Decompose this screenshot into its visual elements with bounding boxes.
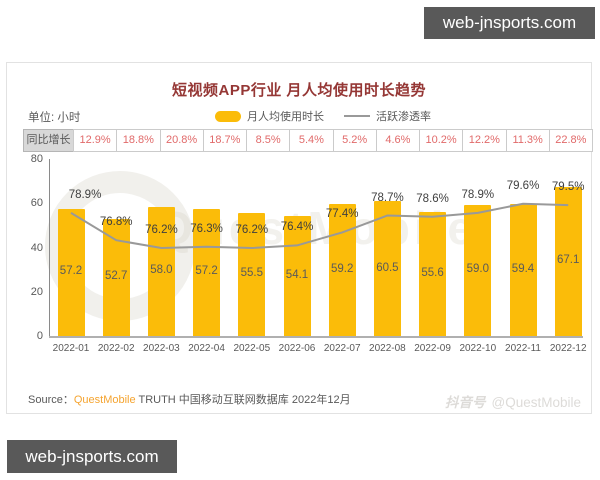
y-tick-label: 20 bbox=[30, 285, 43, 298]
bar-value-label: 58.0 bbox=[150, 264, 173, 277]
y-tick-label: 0 bbox=[36, 330, 43, 342]
yoy-growth-cell: 10.2% bbox=[419, 129, 464, 152]
legend-line-label: 活跃渗透率 bbox=[376, 111, 431, 123]
site-link-top[interactable]: web-jnsports.com bbox=[424, 7, 595, 39]
y-axis-line bbox=[49, 159, 50, 337]
penetration-rate-label: 79.5% bbox=[551, 181, 585, 194]
bar-value-label: 52.7 bbox=[104, 270, 128, 283]
x-tick-label: 2022-12 bbox=[549, 343, 587, 354]
bar-value-label: 57.2 bbox=[195, 265, 218, 278]
x-axis-line bbox=[49, 336, 583, 338]
x-tick-label: 2022-10 bbox=[459, 343, 497, 354]
trend-line bbox=[70, 202, 569, 250]
yoy-growth-cell: 18.8% bbox=[116, 129, 161, 152]
bar-value-label: 55.5 bbox=[240, 267, 263, 280]
yoy-growth-cell: 5.2% bbox=[332, 129, 377, 152]
source-line: Source：QuestMobile TRUTH 中国移动互联网数据库 2022… bbox=[28, 391, 351, 407]
legend-line-swatch-icon bbox=[344, 114, 370, 118]
douyin-watermark-icon: 抖音号 bbox=[445, 395, 486, 410]
social-watermark: 抖音号 @QuestMobile bbox=[445, 391, 581, 411]
yoy-growth-cell: 5.4% bbox=[289, 129, 334, 152]
y-tick-label: 60 bbox=[30, 197, 43, 210]
x-tick-label: 2022-09 bbox=[414, 343, 451, 354]
penetration-rate-label: 76.2% bbox=[235, 224, 269, 236]
bar-value-label: 54.1 bbox=[285, 268, 309, 281]
source-prefix: Source： bbox=[28, 394, 74, 406]
chart-plot: QuestMobile 0 20 40 60 80 57.2 78.9% 2022-01 52.… bbox=[7, 153, 593, 359]
x-tick-label: 2022-04 bbox=[188, 343, 225, 354]
x-tick-label: 2022-01 bbox=[52, 343, 90, 354]
yoy-growth-cell: 8.5% bbox=[246, 129, 291, 152]
usage-bar bbox=[464, 204, 492, 336]
yoy-growth-cell: 4.6% bbox=[375, 129, 420, 152]
chart-title: 短视频APP行业 月人均使用时长趋势 bbox=[171, 82, 426, 99]
x-tick-label: 2022-03 bbox=[143, 343, 180, 354]
x-tick-label: 2022-02 bbox=[97, 343, 135, 354]
bar-value-label: 55.6 bbox=[421, 267, 444, 280]
penetration-rate-label: 76.2% bbox=[145, 224, 178, 236]
bar-value-label: 59.0 bbox=[466, 263, 489, 276]
usage-bar bbox=[373, 201, 401, 336]
yoy-growth-cell: 20.8% bbox=[159, 129, 204, 152]
source-brand: QuestMobile bbox=[73, 394, 136, 406]
penetration-rate-label: 79.6% bbox=[506, 179, 540, 192]
yoy-growth-cell: 11.3% bbox=[505, 129, 550, 152]
usage-bar bbox=[102, 218, 130, 336]
usage-bar bbox=[554, 186, 582, 336]
usage-bar bbox=[419, 212, 447, 336]
yoy-growth-cell: 22.8% bbox=[548, 129, 593, 152]
usage-bar bbox=[283, 215, 311, 336]
usage-bar bbox=[238, 212, 266, 336]
chart-card: 短视频APP行业 月人均使用时长趋势 单位: 小时 月人均使用时长 活跃渗透率 … bbox=[6, 62, 593, 414]
site-link-bottom[interactable]: web-jnsports.com bbox=[7, 440, 177, 473]
x-tick-label: 2022-11 bbox=[505, 343, 541, 354]
yoy-growth-cell: 12.9% bbox=[73, 129, 118, 152]
usage-bar bbox=[57, 208, 85, 336]
penetration-rate-label: 78.6% bbox=[416, 192, 449, 205]
meta-row: 单位: 小时 月人均使用时长 活跃渗透率 bbox=[7, 108, 591, 124]
source-rest: TRUTH 中国移动互联网数据库 2022年12月 bbox=[135, 394, 351, 406]
usage-bar bbox=[147, 206, 175, 336]
legend: 月人均使用时长 活跃渗透率 bbox=[7, 108, 591, 124]
penetration-rate-label: 76.4% bbox=[280, 221, 314, 234]
bar-value-label: 60.5 bbox=[376, 261, 399, 274]
y-tick-label: 80 bbox=[30, 153, 43, 165]
yoy-growth-cell: 18.7% bbox=[202, 129, 247, 152]
usage-bar bbox=[328, 204, 356, 336]
bar-value-label: 59.4 bbox=[511, 262, 535, 275]
penetration-rate-label: 76.3% bbox=[190, 222, 223, 235]
penetration-rate-label: 78.9% bbox=[461, 188, 495, 201]
x-tick-label: 2022-05 bbox=[233, 343, 271, 354]
watermark-handle: @QuestMobile bbox=[491, 395, 582, 410]
yoy-growth-cell: 12.2% bbox=[462, 129, 507, 152]
x-tick-label: 2022-08 bbox=[369, 343, 406, 354]
unit-label: 单位: 小时 bbox=[28, 112, 81, 124]
penetration-rate-label: 76.8% bbox=[99, 216, 133, 229]
legend-bar-swatch-icon bbox=[215, 110, 241, 122]
legend-bar-label: 月人均使用时长 bbox=[247, 111, 324, 123]
y-tick-label: 40 bbox=[30, 241, 43, 254]
penetration-rate-label: 78.9% bbox=[68, 188, 102, 201]
x-tick-label: 2022-07 bbox=[323, 343, 361, 354]
yoy-growth-row: 同比增长 12.9% 18.8% 20.8% 18.7% 8.5% 5.4% 5.2% 4.6… bbox=[23, 129, 593, 152]
bar-value-label: 59.2 bbox=[330, 263, 354, 276]
x-tick-label: 2022-06 bbox=[278, 343, 316, 354]
penetration-rate-label: 77.4% bbox=[325, 208, 359, 221]
usage-bar bbox=[193, 208, 221, 336]
usage-bar bbox=[509, 203, 537, 336]
bar-value-label: 57.2 bbox=[59, 265, 83, 278]
bar-value-label: 67.1 bbox=[556, 254, 580, 267]
yoy-row-label: 同比增长 bbox=[23, 129, 74, 152]
penetration-rate-label: 78.7% bbox=[371, 191, 404, 204]
